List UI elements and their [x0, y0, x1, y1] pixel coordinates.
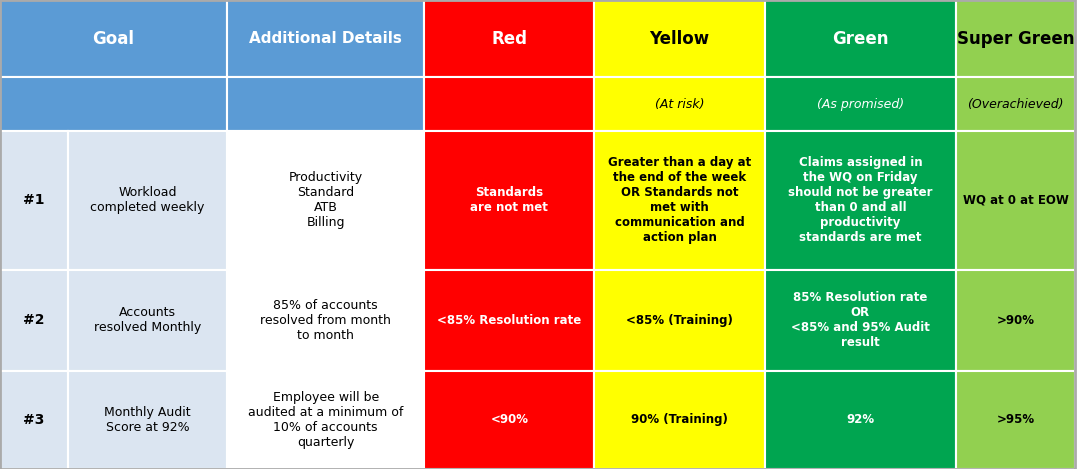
- Bar: [764, 131, 957, 270]
- Text: (Overachieved): (Overachieved): [967, 98, 1064, 111]
- Bar: [0, 270, 67, 371]
- Text: (At risk): (At risk): [654, 98, 704, 111]
- Text: 92%: 92%: [847, 413, 874, 426]
- Bar: [764, 0, 957, 77]
- Text: Red: Red: [491, 30, 527, 48]
- Bar: [957, 371, 1075, 469]
- Text: 85% Resolution rate
OR
<85% and 95% Audit
result: 85% Resolution rate OR <85% and 95% Audi…: [791, 291, 929, 349]
- Bar: [67, 371, 227, 469]
- Text: #1: #1: [23, 194, 45, 207]
- Bar: [424, 77, 595, 131]
- Text: (Critical): (Critical): [483, 98, 536, 111]
- Bar: [0, 0, 227, 77]
- Text: <85% Resolution rate: <85% Resolution rate: [437, 314, 582, 326]
- Text: 90% (Training): 90% (Training): [632, 413, 728, 426]
- Bar: [424, 131, 595, 270]
- Bar: [227, 0, 424, 77]
- Text: WQ at 0 at EOW: WQ at 0 at EOW: [962, 194, 1069, 207]
- Bar: [957, 77, 1075, 131]
- Bar: [595, 270, 764, 371]
- Bar: [424, 371, 595, 469]
- Bar: [764, 270, 957, 371]
- Text: Monthly Audit
Score at 92%: Monthly Audit Score at 92%: [104, 406, 191, 434]
- Text: Additional Details: Additional Details: [249, 31, 402, 46]
- Bar: [595, 0, 764, 77]
- Bar: [227, 371, 424, 469]
- Bar: [0, 77, 227, 131]
- Bar: [227, 77, 424, 131]
- Bar: [227, 131, 424, 270]
- Bar: [424, 0, 595, 77]
- Bar: [67, 131, 227, 270]
- Text: <85% (Training): <85% (Training): [626, 314, 733, 326]
- Text: Greater than a day at
the end of the week
OR Standards not
met with
communicatio: Greater than a day at the end of the wee…: [608, 157, 751, 244]
- Text: >90%: >90%: [997, 314, 1035, 326]
- Text: <90%: <90%: [490, 413, 528, 426]
- Bar: [957, 270, 1075, 371]
- Bar: [424, 270, 595, 371]
- Text: (As promised): (As promised): [816, 98, 904, 111]
- Bar: [957, 131, 1075, 270]
- Text: Standards
are not met: Standards are not met: [471, 187, 548, 214]
- Text: Productivity
Standard
ATB
Billing: Productivity Standard ATB Billing: [289, 172, 363, 229]
- Text: #2: #2: [23, 313, 45, 327]
- Text: Goal: Goal: [92, 30, 135, 48]
- Text: Accounts
resolved Monthly: Accounts resolved Monthly: [93, 306, 201, 334]
- Bar: [595, 371, 764, 469]
- Text: Claims assigned in
the WQ on Friday
should not be greater
than 0 and all
product: Claims assigned in the WQ on Friday shou…: [788, 157, 933, 244]
- Bar: [0, 131, 67, 270]
- Bar: [957, 0, 1075, 77]
- Text: Green: Green: [833, 30, 889, 48]
- Bar: [67, 270, 227, 371]
- Text: Yellow: Yellow: [649, 30, 710, 48]
- Bar: [764, 371, 957, 469]
- Text: Super Green: Super Green: [957, 30, 1074, 48]
- Text: >95%: >95%: [997, 413, 1035, 426]
- Bar: [595, 77, 764, 131]
- Bar: [0, 371, 67, 469]
- Bar: [595, 131, 764, 270]
- Text: Workload
completed weekly: Workload completed weekly: [90, 187, 204, 214]
- Text: #3: #3: [23, 413, 45, 427]
- Text: 85% of accounts
resolved from month
to month: 85% of accounts resolved from month to m…: [260, 299, 391, 341]
- Bar: [764, 77, 957, 131]
- Bar: [227, 270, 424, 371]
- Text: Employee will be
audited at a minimum of
10% of accounts
quarterly: Employee will be audited at a minimum of…: [248, 391, 403, 449]
